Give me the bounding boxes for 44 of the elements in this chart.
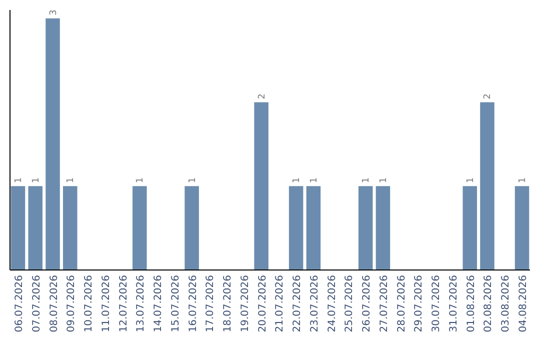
- x-tick-label: 22.07.2026: [292, 275, 304, 332]
- data-label: 1: [466, 177, 476, 184]
- x-tick-label: 31.07.2026: [448, 275, 460, 332]
- data-label: 1: [66, 177, 76, 184]
- x-tick-label: 14.07.2026: [153, 275, 164, 332]
- x-tick-label: 11.07.2026: [100, 275, 112, 332]
- x-tick-label: 15.07.2026: [170, 275, 182, 332]
- x-tick-label: 28.07.2026: [396, 275, 408, 332]
- x-tick-label: 10.07.2026: [84, 275, 95, 332]
- x-tick-label: 03.08.2026: [500, 275, 512, 332]
- x-tick-label: 23.07.2026: [309, 275, 320, 332]
- data-label: 1: [14, 177, 24, 184]
- x-tick-label: 26.07.2026: [362, 275, 373, 332]
- x-tick-label: 25.07.2026: [344, 275, 356, 332]
- x-tick-label: 19.07.2026: [240, 275, 251, 332]
- x-tick-label: 21.07.2026: [274, 275, 286, 332]
- x-tick-label: 20.07.2026: [257, 275, 268, 332]
- x-tick-label: 09.07.2026: [66, 275, 78, 332]
- x-tick-label: 12.07.2026: [118, 275, 130, 332]
- x-tick-label: 24.07.2026: [326, 275, 338, 332]
- data-label: 1: [292, 177, 302, 184]
- x-tick-label: 17.07.2026: [205, 275, 216, 332]
- data-label: 1: [362, 177, 372, 184]
- x-tick-label: 08.07.2026: [48, 275, 60, 332]
- x-tick-label: 30.07.2026: [431, 275, 442, 332]
- x-tick-label: 06.07.2026: [14, 275, 25, 332]
- x-tick-label: 18.07.2026: [222, 275, 234, 332]
- data-label: 3: [48, 10, 59, 16]
- x-tick-label: 29.07.2026: [414, 275, 425, 332]
- x-tick-label: 07.07.2026: [31, 275, 42, 332]
- data-label: 1: [136, 177, 146, 184]
- data-label: 2: [257, 94, 268, 100]
- data-label: 1: [31, 177, 42, 184]
- x-tick-label: 01.08.2026: [466, 275, 477, 332]
- x-tick-label: 16.07.2026: [188, 275, 199, 332]
- data-label: 1: [188, 177, 198, 184]
- data-label: 1: [518, 177, 528, 184]
- x-tick-label: 02.08.2026: [483, 275, 494, 332]
- data-label: 2: [483, 94, 494, 100]
- data-label: 1: [378, 177, 389, 184]
- x-tick-label: 13.07.2026: [136, 275, 147, 332]
- x-tick-label: 04.08.2026: [518, 275, 530, 332]
- x-tick-label: 27.07.2026: [378, 275, 390, 332]
- data-label: 1: [309, 177, 320, 184]
